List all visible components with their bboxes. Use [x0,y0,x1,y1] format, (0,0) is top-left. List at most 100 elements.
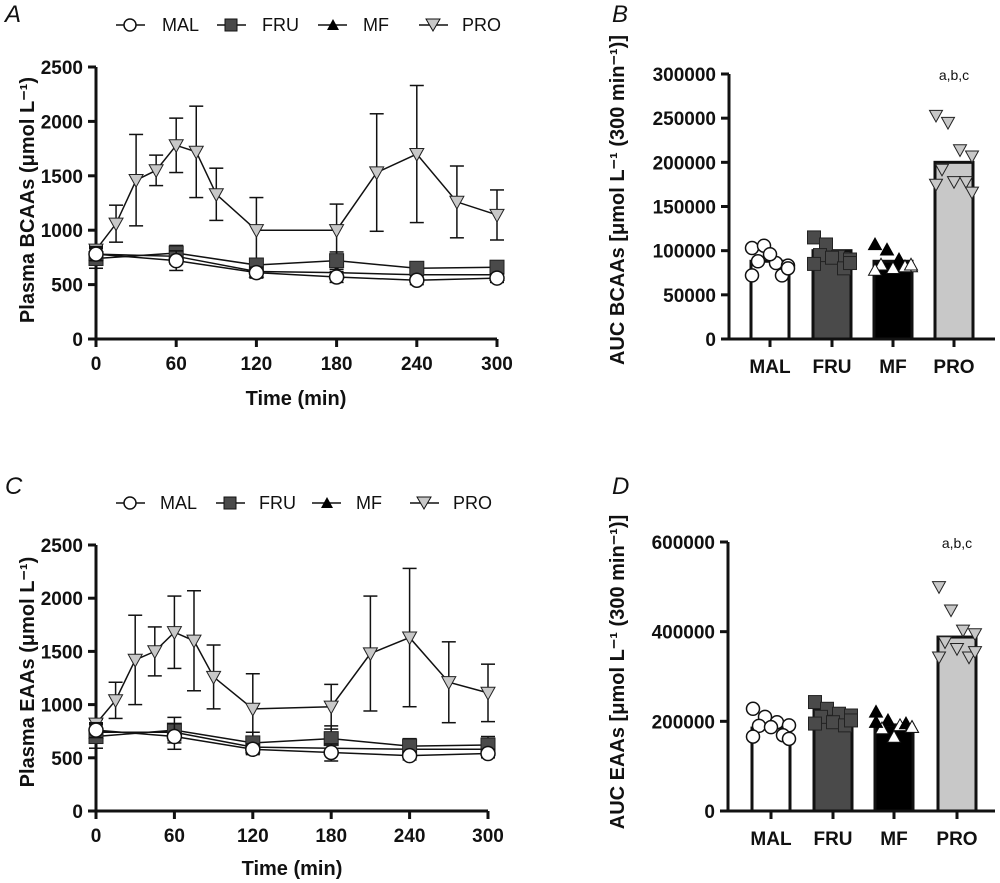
triangle-down-marker [946,176,962,190]
series-mal [88,721,496,764]
triangle-down-marker [964,186,980,200]
circle-marker [781,731,797,747]
x-tick-label: 180 [315,826,347,847]
legend-item-pro: PRO [419,15,501,35]
square-marker [808,695,822,710]
triangle-up-marker [880,712,896,727]
y-tick-label: 150000 [653,198,716,219]
series-line [95,252,498,270]
triangle-down-marker [362,647,379,662]
y-tick-label: 100000 [653,242,716,263]
triangle-down-marker [937,636,953,650]
triangle-down-marker [952,144,968,158]
triangle-down-marker [186,634,202,649]
legend-c: MAL FRU MF PRO [116,493,492,513]
square-marker [825,250,839,265]
circle-marker [745,729,761,744]
circle-marker [745,701,761,717]
y-tick-label: 200000 [653,153,716,174]
square-marker [807,256,821,271]
y-tick-label: 2000 [41,112,83,133]
y-tick-label: 1000 [41,221,83,242]
legend-label: MAL [162,15,199,35]
circle-marker [409,272,425,288]
y-axis-title-c: Plasma EAAs (μmol L⁻¹) [17,557,39,788]
x-tick-label: 180 [321,354,353,375]
triangle-up-marker [873,257,889,271]
legend-item-fru: FRU [217,15,299,35]
triangle-up-marker [904,719,920,733]
y-axis-title-a: Plasma BCAAs (μmol L⁻¹) [17,77,39,323]
square-marker [807,230,821,245]
triangle-down-marker [958,176,974,190]
triangle-down-marker [128,174,144,189]
x-tick-label: 300 [481,354,513,375]
x-tick-label: FRU [813,829,852,850]
circle-marker [744,268,760,283]
y-tick-label: 50000 [663,286,716,307]
circle-marker [762,246,778,262]
triangle-down-marker [368,166,385,181]
x-tick-label: 240 [401,354,433,375]
square-marker [843,256,857,271]
triangle-down-marker [328,224,345,239]
triangle-down-icon [425,18,441,32]
y-tick-label: 600000 [652,533,715,554]
circle-marker [323,744,339,761]
triangle-down-marker [107,694,124,709]
triangle-down-marker [440,676,457,691]
legend-label: PRO [453,493,492,513]
legend-item-mal: MAL [116,15,199,35]
triangle-down-marker [248,224,265,239]
x-tick-label: 60 [166,354,187,375]
square-marker [844,713,858,728]
square-marker [808,716,822,731]
legend-label: MF [356,493,382,513]
triangle-up-icon [327,19,339,30]
triangle-down-marker [928,178,944,192]
significance-label: a,b,c [942,535,972,551]
square-marker [826,715,840,730]
panel-label-c: C [5,473,23,500]
legend-label: PRO [462,15,501,35]
y-axis-title-d: AUC EAAs [μmol L⁻¹ (300 min⁻¹)] [607,515,629,829]
triangle-down-marker [401,631,418,646]
triangle-down-marker [961,651,977,665]
triangle-up-marker [868,714,884,728]
y-tick-label: 1500 [41,167,83,188]
circle-marker [744,240,760,256]
circle-marker [401,747,418,764]
triangle-up-icon [321,497,333,508]
y-tick-label: 0 [705,330,716,351]
triangle-up-marker [867,236,883,251]
x-axis-title-a: Time (min) [246,388,347,410]
series-line [95,729,489,757]
x-tick-label: PRO [936,829,977,850]
points-mf [867,236,919,276]
y-tick-label: 200000 [652,712,715,733]
triangle-down-marker [244,702,261,717]
y-axis-title-b: AUC BCAAs [μmol L⁻¹ (300 min⁻¹)] [607,35,629,365]
plot-b: 0 50000 100000 150000 200000 250000 300000 MAL F… [653,65,995,378]
circle-marker [489,270,505,286]
circle-marker [88,246,104,262]
triangle-down-marker [108,217,124,232]
triangle-down-marker [928,109,944,124]
y-tick-label: 1500 [41,642,83,663]
circle-marker [245,741,261,758]
triangle-down-marker [205,670,222,685]
triangle-down-marker [449,195,465,210]
y-tick-label: 500 [51,276,83,297]
triangle-down-marker [127,653,144,668]
triangle-down-marker [146,645,163,660]
legend-item-fru: FRU [216,493,296,513]
x-tick-label: MF [879,357,906,378]
legend-label: MAL [160,493,197,513]
points-fru [808,695,858,733]
triangle-up-marker [886,729,902,743]
triangle-down-marker [208,188,225,203]
points-pro [931,581,983,665]
circle-icon [123,18,137,32]
y-tick-label: 0 [72,802,83,823]
